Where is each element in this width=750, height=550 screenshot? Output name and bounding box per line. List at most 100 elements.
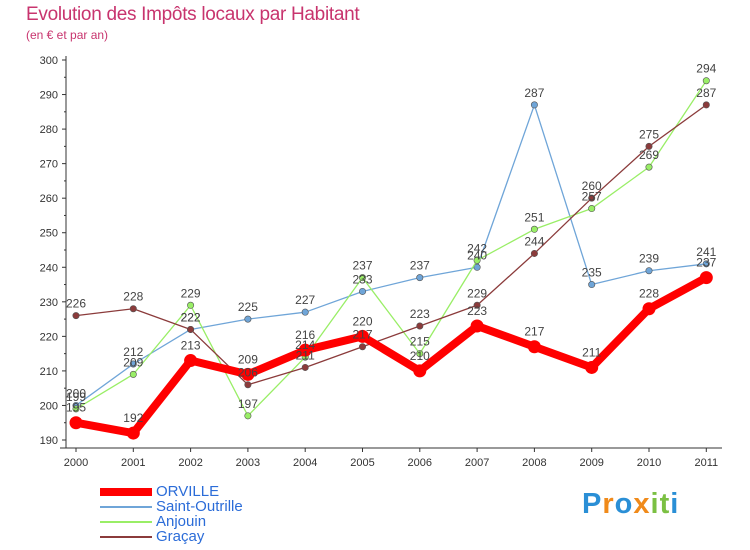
logo-letter: o xyxy=(614,488,634,520)
legend-label-anjouin: Anjouin xyxy=(156,513,207,530)
x-tick-label-2001: 2001 xyxy=(121,457,145,469)
y-tick-label-250: 250 xyxy=(40,228,58,240)
data-label-anjouin-2007: 242 xyxy=(467,241,487,255)
data-label-anjouin-2003: 197 xyxy=(238,397,258,411)
data-point-orville-2008 xyxy=(527,340,541,354)
data-label-saint-outrille-2008: 287 xyxy=(524,86,544,100)
data-label-saint-outrille-2009: 235 xyxy=(582,266,602,280)
legend-swatch-anjouin xyxy=(100,521,152,523)
data-label-gra-ay-2007: 229 xyxy=(467,286,487,300)
data-point-anjouin-2008 xyxy=(530,225,538,233)
data-point-gra-ay-2008 xyxy=(530,249,538,257)
data-label-anjouin-2001: 209 xyxy=(123,355,143,369)
logo-letter: i xyxy=(650,488,660,520)
data-point-gra-ay-2002 xyxy=(187,325,195,333)
data-point-anjouin-2006 xyxy=(416,350,424,358)
x-tick-label-2010: 2010 xyxy=(637,457,661,469)
data-label-gra-ay-2009: 260 xyxy=(582,179,602,193)
data-label-gra-ay-2003: 206 xyxy=(238,366,258,380)
data-label-saint-outrille-2011: 241 xyxy=(696,245,716,259)
data-point-gra-ay-2003 xyxy=(244,381,252,389)
data-point-gra-ay-2004 xyxy=(301,363,309,371)
data-label-saint-outrille-2001: 212 xyxy=(123,345,143,359)
y-tick-label-290: 290 xyxy=(40,90,58,102)
data-point-orville-2000 xyxy=(69,416,83,430)
y-tick-label-270: 270 xyxy=(40,159,58,171)
data-point-saint-outrille-2001 xyxy=(129,360,137,368)
data-point-anjouin-2005 xyxy=(358,274,366,282)
data-label-orville-2008: 217 xyxy=(524,325,544,339)
data-label-saint-outrille-2003: 225 xyxy=(238,300,258,314)
data-point-saint-outrille-2009 xyxy=(588,281,596,289)
data-point-gra-ay-2005 xyxy=(358,343,366,351)
chart-subtitle: (en € et par an) xyxy=(26,28,109,42)
x-tick-label-2011: 2011 xyxy=(694,457,718,469)
x-tick-label-2007: 2007 xyxy=(465,457,489,469)
data-point-orville-2006 xyxy=(413,364,427,378)
data-point-anjouin-2003 xyxy=(244,412,252,420)
data-point-gra-ay-2001 xyxy=(129,305,137,313)
series-line-saint-outrille xyxy=(75,104,707,407)
data-point-anjouin-2002 xyxy=(187,301,195,309)
data-point-orville-2010 xyxy=(642,302,656,316)
x-tick-label-2000: 2000 xyxy=(64,457,88,469)
data-point-gra-ay-2009 xyxy=(588,194,596,202)
logo-letter: t xyxy=(659,488,671,520)
data-label-gra-ay-2002: 222 xyxy=(181,310,201,324)
logo-letter: x xyxy=(633,488,651,520)
x-tick-label-2008: 2008 xyxy=(522,457,546,469)
data-label-orville-2006: 210 xyxy=(410,349,430,363)
data-label-anjouin-2004: 214 xyxy=(295,338,315,352)
data-point-orville-2003 xyxy=(241,367,255,381)
data-point-orville-2005 xyxy=(356,329,369,343)
data-label-orville-2009: 211 xyxy=(582,345,601,359)
data-label-orville-2010: 228 xyxy=(639,287,659,301)
data-label-orville-2001: 192 xyxy=(123,411,143,425)
data-label-gra-ay-2006: 223 xyxy=(410,307,430,321)
data-label-anjouin-2008: 251 xyxy=(524,210,544,224)
data-point-gra-ay-2007 xyxy=(473,301,481,309)
data-label-gra-ay-2010: 275 xyxy=(639,127,659,141)
y-tick-label-230: 230 xyxy=(40,297,58,309)
series-line-orville xyxy=(72,273,711,438)
data-point-saint-outrille-2004 xyxy=(301,308,309,316)
data-point-gra-ay-2011 xyxy=(702,101,710,109)
data-point-orville-2009 xyxy=(585,360,599,374)
data-point-saint-outrille-2005 xyxy=(358,287,366,295)
data-label-gra-ay-2005: 217 xyxy=(352,328,372,342)
data-point-anjouin-2011 xyxy=(702,77,710,85)
data-point-anjouin-2001 xyxy=(129,370,137,378)
legend-label-gra-ay: Graçay xyxy=(156,528,205,545)
legend-swatch-orville xyxy=(100,488,152,496)
data-label-anjouin-2002: 229 xyxy=(181,286,201,300)
y-tick-label-220: 220 xyxy=(40,331,58,343)
data-label-gra-ay-2004: 211 xyxy=(296,348,315,362)
data-point-saint-outrille-2006 xyxy=(416,274,424,282)
x-tick-label-2004: 2004 xyxy=(293,457,317,469)
data-label-gra-ay-2011: 287 xyxy=(696,86,716,100)
data-label-anjouin-2000: 199 xyxy=(66,390,86,404)
data-label-saint-outrille-2004: 227 xyxy=(295,293,315,307)
data-point-anjouin-2007 xyxy=(473,256,481,264)
data-point-orville-2001 xyxy=(126,426,140,440)
x-tick-label-2009: 2009 xyxy=(579,457,603,469)
data-point-gra-ay-2010 xyxy=(645,142,653,150)
data-point-anjouin-2000 xyxy=(72,405,80,413)
series-line-anjouin xyxy=(75,80,707,417)
x-tick-label-2006: 2006 xyxy=(408,457,432,469)
legend-swatch-saint-outrille xyxy=(100,506,152,508)
data-label-anjouin-2005: 237 xyxy=(352,259,372,273)
data-label-orville-2007: 223 xyxy=(467,304,487,318)
data-label-anjouin-2006: 215 xyxy=(410,335,430,349)
logo-letter: i xyxy=(670,488,680,520)
data-point-anjouin-2009 xyxy=(588,205,596,213)
y-tick-label-210: 210 xyxy=(40,366,58,378)
data-label-saint-outrille-2006: 237 xyxy=(410,259,430,273)
data-label-orville-2002: 213 xyxy=(181,339,201,353)
data-label-anjouin-2011: 294 xyxy=(696,62,716,76)
data-label-orville-2004: 216 xyxy=(295,328,315,342)
y-tick-label-240: 240 xyxy=(40,262,58,274)
x-tick-label-2005: 2005 xyxy=(350,457,374,469)
data-label-anjouin-2009: 257 xyxy=(582,190,602,204)
